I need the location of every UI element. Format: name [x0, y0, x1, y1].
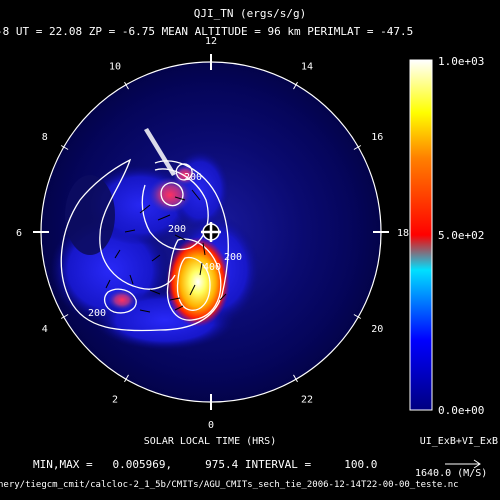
contour-upper: [141, 168, 209, 251]
tick-label: 16: [371, 132, 383, 143]
tick-label: 6: [16, 228, 22, 239]
tick-label: 4: [42, 324, 48, 335]
tick-mark: [353, 314, 362, 319]
tick-mark: [293, 374, 298, 383]
tick-mark: [353, 145, 362, 150]
tick-label: 22: [301, 394, 313, 405]
polar-plot: 200 200 200 200 400 0 2 4 6 8 10 12 14 16 18 20 22: [16, 36, 409, 431]
tick-mark: [60, 314, 69, 319]
pole-marker: [201, 222, 221, 242]
contour-label: 200: [168, 224, 186, 235]
tick-label: 8: [42, 132, 48, 143]
contour-lines: [60, 158, 229, 332]
contour-label: 200: [184, 172, 202, 183]
terminator-wedge: [144, 128, 176, 176]
tick-label: 0: [208, 420, 214, 431]
field-blob: [108, 290, 136, 310]
field-layer: [50, 150, 260, 350]
tick-mark: [60, 145, 69, 150]
minmax-readout: MIN,MAX = 0.005969, 975.4 INTERVAL = 100…: [33, 458, 377, 471]
contour-label: 200: [224, 252, 242, 263]
x-axis-label: SOLAR LOCAL TIME (HRS): [144, 436, 276, 447]
field-blob: [65, 175, 115, 255]
tick-label: 12: [205, 36, 217, 47]
tick-label: 14: [301, 62, 313, 73]
colorbar-mid-label: 5.0e+02: [438, 229, 484, 242]
contour-small: [103, 288, 137, 314]
tick-label: 18: [397, 228, 409, 239]
contour-label: 400: [203, 262, 221, 273]
contour-small: [160, 182, 184, 207]
contour-labels: 200 200 200 200 400: [88, 172, 242, 319]
contour-core-inner: [176, 256, 211, 311]
vector-scale-label: 1640.0 (M/S): [415, 468, 487, 479]
vector-scale-arrowhead: [473, 459, 481, 469]
field-blob: [148, 177, 192, 213]
vector-arrows: [105, 189, 227, 313]
tick-label: 10: [109, 62, 121, 73]
chart-title: QJI_TN (ergs/s/g): [194, 7, 307, 20]
colorbar-gradient: [409, 59, 433, 411]
contour-outer: [60, 158, 229, 332]
colorbar-max-label: 1.0e+03: [438, 55, 484, 68]
vector-field: [105, 189, 227, 313]
contour-small: [175, 163, 193, 181]
chart-subtitle: -8 UT = 22.08 ZP = -6.75 MEAN ALTITUDE =…: [0, 25, 413, 38]
tick-mark: [293, 81, 298, 90]
file-path: nery/tiegcm_cmit/calcloc-2_1_5b/CMITs/AG…: [0, 480, 459, 490]
local-time-ticks: 0 2 4 6 8 10 12 14 16 18 20 22: [16, 36, 409, 431]
tick-label: 20: [371, 324, 383, 335]
tick-label: 2: [112, 394, 118, 405]
contour-label: 200: [88, 308, 106, 319]
vector-legend-label: UI_ExB+VI_ExB: [420, 436, 498, 447]
tick-mark: [124, 81, 129, 90]
contour-core: [166, 238, 222, 321]
colorbar-min-label: 0.0e+00: [438, 404, 484, 417]
tick-mark: [124, 374, 129, 383]
colorbar: 1.0e+03 5.0e+02 0.0e+00: [409, 55, 484, 417]
